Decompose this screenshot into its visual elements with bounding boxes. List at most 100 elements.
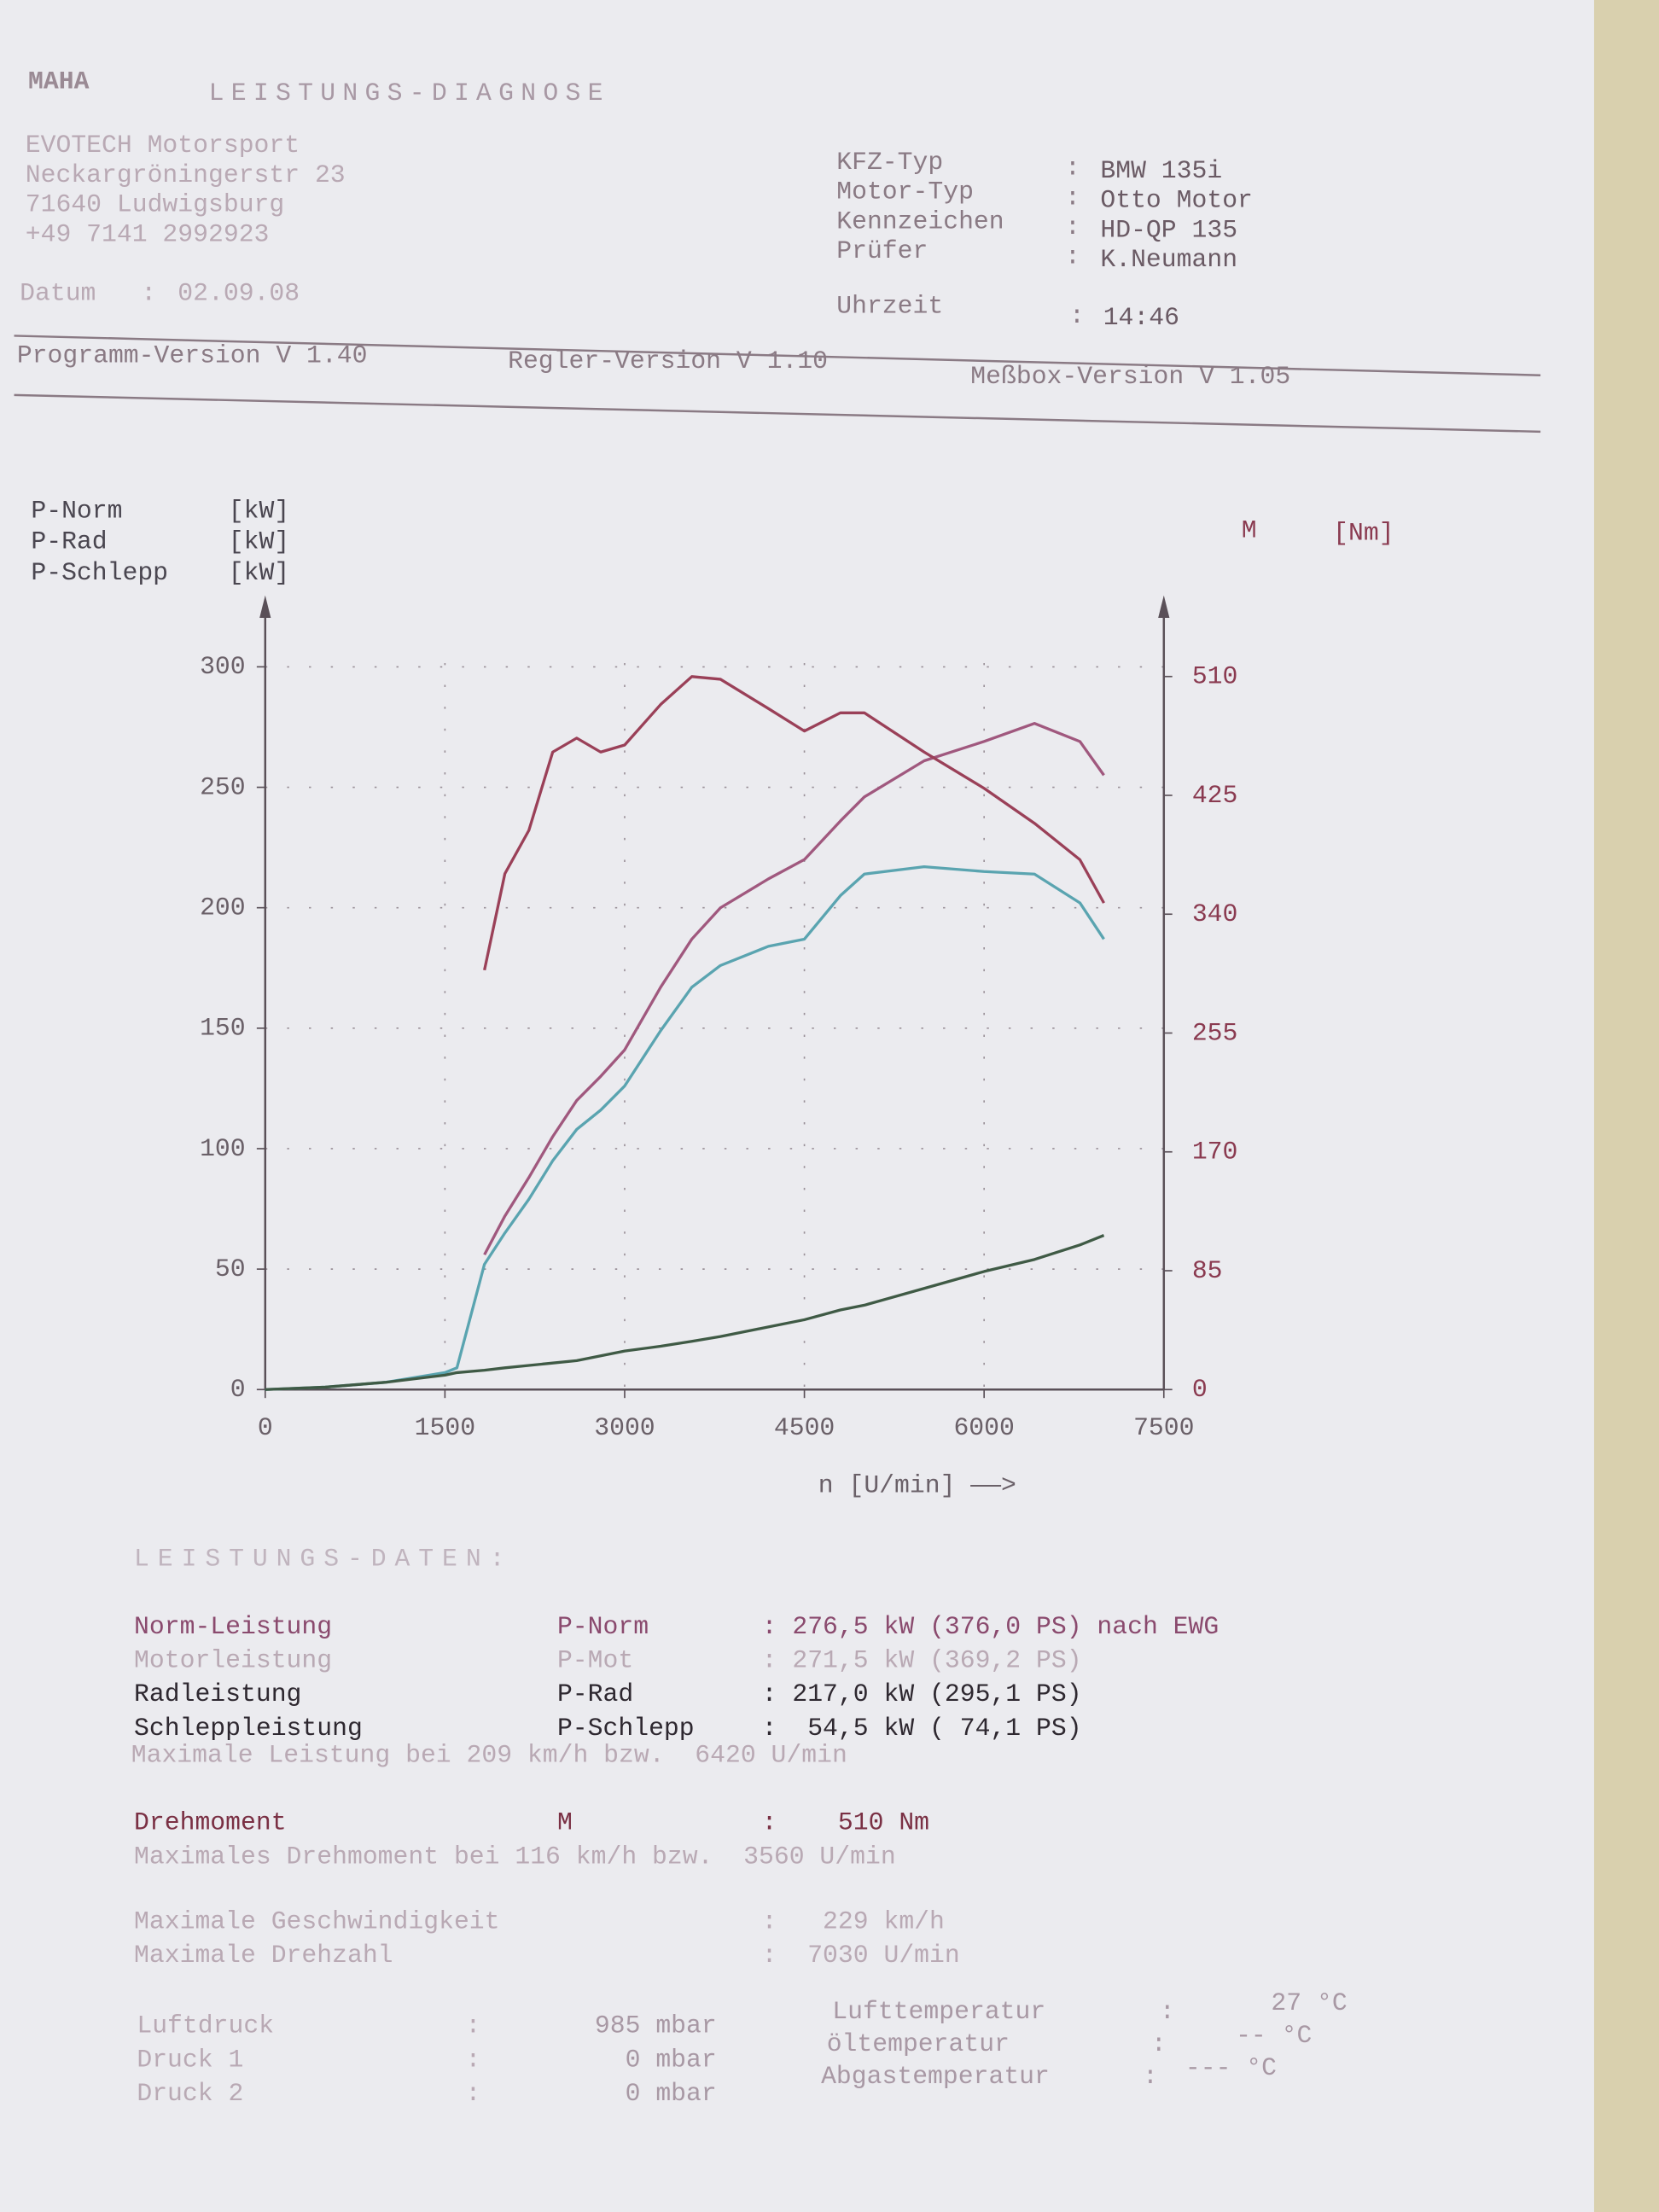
legend-name: P-Norm — [31, 496, 122, 525]
x-tick-label: 1500 — [415, 1413, 475, 1442]
rule — [14, 393, 1541, 434]
version: Programm-Version V 1.40 — [17, 341, 368, 370]
separator: : — [466, 2045, 481, 2074]
vehicle-label: KFZ-Typ — [836, 148, 943, 177]
ambient-label: Druck 2 — [137, 2079, 243, 2108]
result-cell: : 7030 U/min — [762, 1941, 960, 1970]
separator: : — [1065, 212, 1080, 242]
time-label: Uhrzeit — [836, 292, 943, 321]
company-line: 71640 Ludwigsburg — [26, 190, 285, 219]
result-cell: Motorleistung — [134, 1646, 332, 1675]
y-tick-label: 300 — [200, 652, 246, 681]
logo: MAHA — [28, 67, 90, 96]
separator: : — [141, 279, 156, 308]
y2-tick-label: 0 — [1192, 1375, 1208, 1404]
legend-name: P-Rad — [31, 527, 107, 556]
result-cell: : 54,5 kW ( 74,1 PS) — [762, 1714, 1082, 1743]
result-cell: P-Mot — [557, 1646, 633, 1675]
y-axis-arrow — [259, 595, 271, 619]
x-tick-label: 7500 — [1133, 1413, 1194, 1442]
y-tick-label: 0 — [230, 1375, 246, 1404]
vehicle-value: BMW 135i — [1100, 156, 1222, 185]
separator: : — [1143, 2062, 1158, 2091]
result-cell: Maximale Geschwindigkeit — [134, 1906, 499, 1936]
version: Meßbox-Version V 1.05 — [970, 362, 1290, 391]
y2-tick-label: 510 — [1192, 662, 1238, 691]
y2-tick-label: 425 — [1192, 781, 1238, 810]
ambient-label: Luftdruck — [137, 2011, 274, 2040]
result-cell: : 276,5 kW (376,0 PS) nach EWG — [762, 1612, 1220, 1641]
result-cell: : 217,0 kW (295,1 PS) — [762, 1679, 1082, 1708]
y2-axis-arrow — [1158, 595, 1170, 619]
ambient-label: Abgastemperatur — [821, 2062, 1050, 2091]
y-tick-label: 50 — [215, 1254, 246, 1284]
vehicle-label: Prüfer — [836, 236, 928, 265]
series-line — [265, 864, 1105, 1391]
ambient-value: 0 mbar — [626, 2045, 717, 2074]
legend-name: P-Schlepp — [31, 558, 168, 587]
vehicle-value: Otto Motor — [1100, 186, 1253, 215]
date-value: 02.09.08 — [178, 279, 300, 308]
vehicle-value: K.Neumann — [1100, 245, 1237, 274]
rule — [14, 335, 1541, 376]
x-tick-label: 6000 — [953, 1413, 1014, 1442]
separator: : — [1151, 2029, 1167, 2058]
y2-tick-label: 340 — [1192, 899, 1238, 928]
result-cell: : 229 km/h — [762, 1906, 945, 1936]
y-tick-label: 150 — [200, 1014, 246, 1043]
result-line: Maximales Drehmoment bei 116 km/h bzw. 3… — [134, 1842, 896, 1871]
x-tick-label: 3000 — [594, 1413, 655, 1442]
result-cell: Maximale Drehzahl — [134, 1941, 393, 1970]
company-line: +49 7141 2992923 — [26, 219, 270, 248]
company-line: Neckargröningerstr 23 — [26, 160, 346, 189]
separator: : — [1065, 242, 1080, 271]
legend-unit: [kW] — [229, 496, 289, 525]
vehicle-value: HD-QP 135 — [1100, 215, 1237, 244]
legend-unit: [kW] — [229, 527, 289, 556]
y-tick-label: 100 — [200, 1134, 246, 1163]
separator: : — [466, 2079, 481, 2108]
ambient-label: Lufttemperatur — [832, 1997, 1045, 2026]
y2-tick-label: 85 — [1192, 1256, 1223, 1285]
vehicle-label: Motor-Typ — [836, 178, 974, 207]
series-line — [483, 722, 1105, 1256]
results-title: LEISTUNGS-DATEN: — [134, 1544, 513, 1573]
y-tick-label: 200 — [200, 894, 246, 923]
legend-y2-name: M — [1242, 515, 1257, 544]
version: Regler-Version V 1.10 — [508, 346, 828, 375]
x-tick-label: 0 — [258, 1413, 273, 1442]
vehicle-label: Kennzeichen — [836, 207, 1004, 236]
time-value: 14:46 — [1103, 303, 1179, 332]
ambient-label: öltemperatur — [827, 2029, 1010, 2058]
separator: : — [1065, 183, 1080, 212]
ambient-value: --- °C — [1185, 2053, 1277, 2082]
x-axis-label: n [U/min] ——> — [818, 1471, 1016, 1500]
result-cell: P-Schlepp — [557, 1714, 695, 1743]
ambient-value: 0 mbar — [626, 2079, 717, 2108]
result-cell: Drehmoment — [134, 1808, 287, 1837]
separator: : — [466, 2011, 481, 2040]
series-line — [483, 675, 1105, 971]
ambient-value: -- °C — [1236, 2021, 1312, 2050]
result-cell: M — [557, 1808, 573, 1837]
result-cell: Norm-Leistung — [134, 1612, 332, 1641]
ambient-value: 985 mbar — [595, 2011, 717, 2040]
doc-title: LEISTUNGS-DIAGNOSE — [209, 79, 610, 108]
y-tick-label: 250 — [200, 772, 246, 801]
result-cell: Radleistung — [134, 1679, 301, 1708]
separator: : — [1065, 154, 1080, 183]
y2-tick-label: 255 — [1192, 1018, 1238, 1047]
result-line: Maximale Leistung bei 209 km/h bzw. 6420… — [131, 1740, 847, 1769]
x-tick-label: 4500 — [774, 1413, 835, 1442]
separator: : — [1069, 301, 1085, 330]
y2-tick-label: 170 — [1192, 1138, 1238, 1167]
company-line: EVOTECH Motorsport — [26, 131, 300, 160]
legend-y2-unit: [Nm] — [1333, 519, 1394, 548]
result-cell: : 271,5 kW (369,2 PS) — [762, 1646, 1082, 1675]
result-cell: P-Norm — [557, 1612, 649, 1641]
series-line — [265, 1234, 1105, 1391]
result-cell: Schleppleistung — [134, 1714, 363, 1743]
legend-unit: [kW] — [229, 558, 289, 587]
